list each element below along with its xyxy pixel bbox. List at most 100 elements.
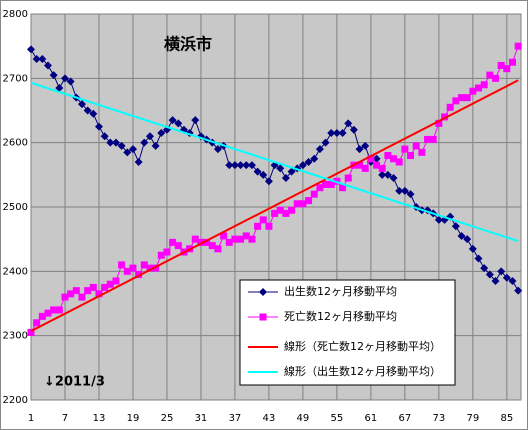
marker <box>191 235 199 243</box>
marker <box>276 164 285 173</box>
marker <box>44 309 52 317</box>
marker <box>43 61 52 70</box>
y-tick-label: 2500 <box>3 202 28 213</box>
marker <box>418 148 426 156</box>
x-tick-label: 67 <box>399 413 412 424</box>
marker <box>101 283 109 291</box>
marker <box>214 245 222 253</box>
marker <box>208 242 216 250</box>
marker <box>254 222 262 230</box>
marker <box>111 138 120 147</box>
marker <box>452 97 460 105</box>
marker <box>247 161 256 170</box>
marker <box>55 83 64 92</box>
marker <box>145 132 154 141</box>
annotation: ↓2011/3 <box>44 375 105 390</box>
marker <box>72 287 80 295</box>
marker <box>463 94 471 102</box>
marker <box>134 157 143 166</box>
marker <box>282 209 290 217</box>
marker <box>129 264 137 272</box>
marker <box>508 276 517 285</box>
marker <box>55 306 63 314</box>
marker <box>225 161 234 170</box>
x-tick-label: 55 <box>331 413 344 424</box>
marker <box>327 129 336 138</box>
marker <box>67 290 75 298</box>
marker <box>123 267 131 275</box>
y-tick-label: 2400 <box>3 266 28 277</box>
marker <box>94 122 103 131</box>
y-tick-label: 2700 <box>3 73 28 84</box>
marker <box>140 138 149 147</box>
legend-label: 線形（出生数12ヶ月移動平均） <box>284 364 441 378</box>
marker <box>32 55 41 64</box>
marker <box>225 238 233 246</box>
x-tick-label: 31 <box>195 413 208 424</box>
marker <box>112 277 120 285</box>
marker <box>344 174 352 182</box>
chart-title: 横浜市 <box>164 35 212 54</box>
marker <box>83 106 92 115</box>
marker <box>128 145 137 154</box>
marker <box>259 170 268 179</box>
marker <box>220 232 228 240</box>
marker <box>378 170 387 179</box>
marker <box>27 45 35 54</box>
y-tick-label: 2200 <box>3 395 28 406</box>
marker <box>474 254 483 263</box>
marker <box>197 238 205 246</box>
marker <box>293 200 301 208</box>
marker <box>203 238 211 246</box>
y-tick-label: 2800 <box>3 9 28 20</box>
legend-label: 死亡数12ヶ月移動平均 <box>284 309 397 323</box>
marker <box>355 145 364 154</box>
marker <box>60 74 69 83</box>
x-tick-label: 25 <box>161 413 174 424</box>
marker <box>50 306 58 314</box>
legend-label: 出生数12ヶ月移動平均 <box>284 284 397 298</box>
marker <box>372 154 381 163</box>
legend-label: 線形（死亡数12ヶ月移動平均） <box>284 339 441 353</box>
marker <box>390 155 398 163</box>
marker <box>191 116 200 125</box>
marker <box>95 290 103 298</box>
marker <box>480 81 488 89</box>
marker <box>174 242 182 250</box>
legend-marker <box>259 288 267 296</box>
marker <box>305 197 313 205</box>
marker <box>78 293 86 301</box>
x-tick-label: 19 <box>127 413 140 424</box>
marker <box>400 186 409 195</box>
marker <box>486 71 494 79</box>
marker <box>468 244 477 253</box>
legend-marker <box>259 313 267 321</box>
marker <box>469 87 477 95</box>
marker <box>463 235 472 244</box>
marker <box>384 152 392 160</box>
marker <box>299 200 307 208</box>
marker <box>61 293 69 301</box>
marker <box>310 190 318 198</box>
marker <box>485 270 494 279</box>
marker <box>271 209 279 217</box>
y-tick-label: 2600 <box>3 138 28 149</box>
marker <box>106 280 114 288</box>
marker <box>316 184 324 192</box>
marker <box>446 103 454 111</box>
marker <box>236 161 245 170</box>
marker <box>118 261 126 269</box>
marker <box>89 283 97 291</box>
marker <box>367 155 375 163</box>
marker <box>117 141 126 150</box>
marker <box>338 129 347 138</box>
marker <box>349 125 358 134</box>
marker <box>287 167 296 176</box>
marker <box>123 148 132 157</box>
marker <box>407 152 415 160</box>
marker <box>332 129 341 138</box>
marker <box>140 261 148 269</box>
x-tick-label: 7 <box>62 413 68 424</box>
marker <box>146 264 154 272</box>
x-tick-label: 79 <box>466 413 479 424</box>
